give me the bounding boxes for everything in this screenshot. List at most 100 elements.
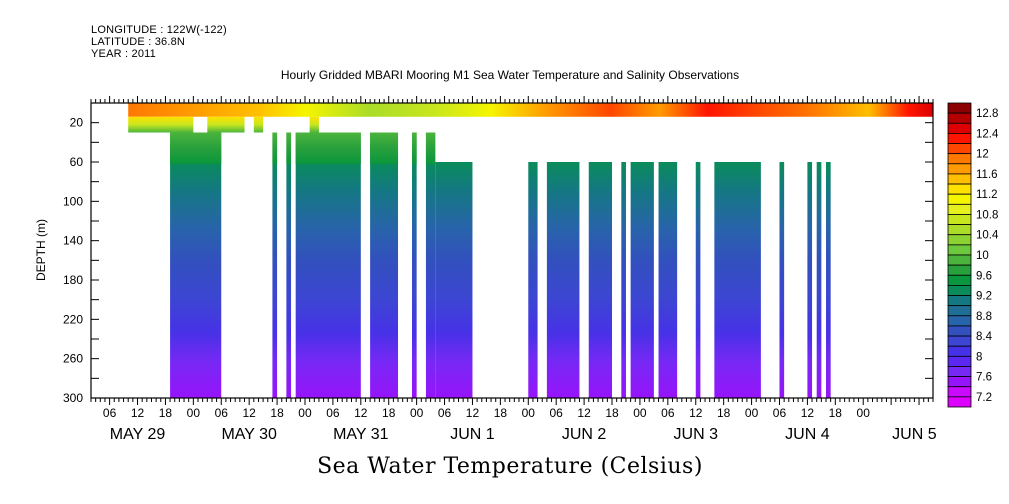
data-segment xyxy=(370,162,399,398)
x-tick-label: 18 xyxy=(717,406,731,420)
colorbar-label: 10.8 xyxy=(976,209,998,221)
colorbar-swatch xyxy=(947,396,972,408)
colorbar-swatch xyxy=(947,284,972,296)
x-tick-label: 18 xyxy=(494,406,508,420)
data-segment xyxy=(128,103,934,117)
plot-area xyxy=(128,103,934,398)
colorbar-swatch xyxy=(947,244,972,256)
x-date-label: JUN 4 xyxy=(785,426,830,443)
data-segment xyxy=(170,132,222,164)
colorbar-swatch xyxy=(947,132,972,144)
x-tick-label: 00 xyxy=(410,406,424,420)
colorbar-swatch xyxy=(947,224,972,236)
data-segment xyxy=(207,116,245,133)
colorbar-swatch xyxy=(947,376,972,388)
colorbar-swatch xyxy=(947,173,972,185)
colorbar-label: 8.8 xyxy=(976,311,992,323)
data-segment xyxy=(170,162,222,398)
colorbar-swatch xyxy=(947,122,972,134)
x-date-label: MAY 30 xyxy=(221,426,277,443)
data-segment xyxy=(528,162,538,398)
x-tick-label: 06 xyxy=(103,406,117,420)
colorbar-swatch xyxy=(947,295,972,307)
colorbar-swatch xyxy=(947,355,972,367)
colorbar-swatch xyxy=(947,335,972,347)
x-tick-label: 12 xyxy=(689,406,703,420)
colorbar-swatch xyxy=(947,112,972,124)
colorbar-swatch xyxy=(947,345,972,357)
y-tick-label: 260 xyxy=(63,352,83,366)
x-tick-label: 00 xyxy=(187,406,201,420)
year-label: YEAR : 2011 xyxy=(91,48,156,60)
colorbar-swatch xyxy=(947,214,972,225)
colorbar-swatch xyxy=(947,264,972,276)
y-tick-label: 140 xyxy=(63,234,83,248)
y-tick-label: 300 xyxy=(63,391,83,405)
x-tick-label: 06 xyxy=(773,406,787,420)
colorbar-swatch xyxy=(947,325,972,337)
x-tick-label: 00 xyxy=(522,406,536,420)
y-axis-label: DEPTH (m) xyxy=(34,219,48,281)
data-segment xyxy=(128,116,194,133)
colorbar-label: 9.2 xyxy=(976,291,992,303)
variable-label: Sea Water Temperature (Celsius) xyxy=(317,454,703,479)
data-segment xyxy=(588,162,613,398)
x-tick-label: 18 xyxy=(270,406,284,420)
x-tick-label: 18 xyxy=(829,406,843,420)
colorbar-swatch xyxy=(947,305,972,317)
x-tick-label: 06 xyxy=(661,406,675,420)
data-segment xyxy=(370,132,399,164)
colorbar-label: 12.8 xyxy=(976,108,998,120)
x-date-label: MAY 31 xyxy=(333,426,389,443)
colorbar-swatch xyxy=(947,234,972,246)
data-segment xyxy=(411,132,417,164)
colorbar: 12.8 12.4 12 11.6 11.2 10.8 10.4 10 9.6 9.2 8.8 8.4… xyxy=(947,102,999,408)
data-segment xyxy=(630,162,654,398)
colorbar-swatch xyxy=(947,163,972,175)
colorbar-swatch xyxy=(947,193,972,205)
colorbar-swatch xyxy=(947,315,972,327)
y-tick-label: 180 xyxy=(63,273,83,287)
data-segment xyxy=(621,162,626,398)
data-segment xyxy=(695,162,701,398)
colorbar-swatch xyxy=(947,254,972,266)
data-segment xyxy=(286,162,292,398)
y-tick-label: 220 xyxy=(63,312,83,326)
y-tick-label: 100 xyxy=(63,194,83,208)
x-tick-label: 12 xyxy=(466,406,480,420)
x-tick-label: 12 xyxy=(354,406,368,420)
colorbar-swatch xyxy=(947,183,972,195)
colorbar-swatch xyxy=(947,153,972,165)
data-segment xyxy=(272,162,278,398)
data-segment xyxy=(253,116,264,133)
x-tick-label: 12 xyxy=(577,406,591,420)
colorbar-label: 12 xyxy=(976,149,989,161)
x-tick-label: 06 xyxy=(215,406,229,420)
x-tick-label: 00 xyxy=(857,406,871,420)
x-tick-label: 06 xyxy=(438,406,452,420)
x-tick-label: 18 xyxy=(605,406,619,420)
x-date-label: JUN 1 xyxy=(450,426,495,443)
colorbar-label: 7.6 xyxy=(976,372,992,384)
axes: 20 60 100 140 180 220 260 300 06 12 18 00 06 12 18 00 06… xyxy=(63,96,937,443)
colorbar-swatch xyxy=(947,143,972,155)
colorbar-label: 8 xyxy=(976,351,982,363)
y-tick-label: 20 xyxy=(70,116,84,130)
x-tick-label: 00 xyxy=(633,406,647,420)
data-segment xyxy=(714,162,761,398)
data-segment xyxy=(295,132,361,164)
x-tick-label: 18 xyxy=(382,406,396,420)
x-tick-label: 06 xyxy=(550,406,564,420)
x-tick-label: 12 xyxy=(801,406,815,420)
data-segment xyxy=(826,162,831,398)
x-date-label: MAY 29 xyxy=(110,426,166,443)
data-segment xyxy=(546,162,580,398)
data-segment xyxy=(807,162,813,398)
colorbar-swatch xyxy=(947,386,972,398)
x-tick-label: 12 xyxy=(242,406,256,420)
colorbar-label: 11.2 xyxy=(976,189,998,201)
x-tick-label: 06 xyxy=(326,406,340,420)
data-segment xyxy=(295,162,361,398)
colorbar-label: 10.4 xyxy=(976,230,999,242)
x-tick-label: 18 xyxy=(159,406,173,420)
